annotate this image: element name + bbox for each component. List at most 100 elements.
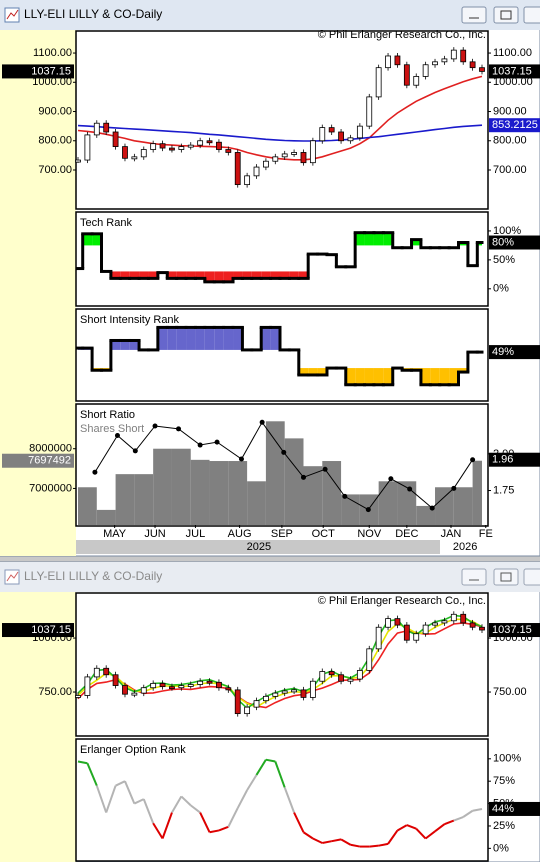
maximize-button[interactable] <box>493 6 519 24</box>
candle <box>263 160 269 168</box>
high-zone <box>82 233 93 246</box>
panel <box>75 211 489 307</box>
low-zone <box>167 271 177 279</box>
low-zone <box>110 271 121 279</box>
y-tick-label: 0% <box>493 283 509 295</box>
title-bar <box>0 0 540 30</box>
shares-short-bar <box>341 494 360 525</box>
rank-segment <box>218 825 229 832</box>
y-tick-label: 700.00 <box>38 164 72 176</box>
value-box <box>2 623 74 638</box>
panel <box>75 592 489 737</box>
short-ratio-dot <box>114 433 120 439</box>
candle <box>432 622 438 626</box>
candle <box>300 689 307 698</box>
close-button[interactable] <box>523 6 540 24</box>
rank-segment <box>86 762 98 787</box>
candle <box>225 149 232 153</box>
candle <box>272 156 279 162</box>
y-tick-label: 75% <box>493 775 515 787</box>
value-box-label: 7697492 <box>28 455 71 467</box>
high-zone <box>270 327 280 350</box>
candle <box>356 670 363 680</box>
short-ratio-dot <box>214 439 220 445</box>
low-zone <box>176 271 187 279</box>
candle <box>84 134 91 161</box>
high-zone <box>129 340 140 350</box>
title-bar <box>0 562 540 592</box>
y-tick-label: 8000000 <box>29 443 72 455</box>
rank-segment <box>171 795 183 814</box>
candle <box>150 143 157 150</box>
candle <box>366 648 373 671</box>
x-tick-label: NOV <box>357 528 382 540</box>
candle <box>403 64 410 86</box>
candle <box>460 613 467 624</box>
shares-short-bar <box>78 487 97 525</box>
rank-segment <box>406 824 417 830</box>
high-zone <box>223 327 234 350</box>
candle <box>159 143 166 149</box>
candle <box>197 680 204 685</box>
rank-segment <box>293 812 305 833</box>
rank-segment <box>472 807 483 812</box>
value-box <box>489 64 540 79</box>
minimize-button[interactable] <box>461 6 487 24</box>
short-ratio-dot <box>300 474 306 480</box>
shares-short-bar <box>209 461 229 525</box>
rank-segment <box>369 844 379 848</box>
rank-segment <box>161 812 173 839</box>
candle <box>422 64 429 77</box>
candle <box>281 153 288 158</box>
shares-short-bar <box>416 505 436 525</box>
candle <box>178 146 185 150</box>
y-tick-label: 900.00 <box>38 105 72 117</box>
y-tick-label: 1000.00 <box>493 76 533 88</box>
candle <box>300 152 307 164</box>
candle <box>375 626 382 650</box>
candle <box>84 676 91 696</box>
candle <box>394 55 401 66</box>
rank-segment <box>133 798 145 805</box>
x-tick-label: JUN <box>144 528 165 540</box>
shares-short-bar <box>378 481 398 525</box>
rank-segment <box>190 804 201 814</box>
legend-entry: Short Ratio <box>80 409 135 421</box>
low-zone <box>280 271 290 279</box>
low-zone <box>223 271 234 282</box>
short-ratio-dot <box>322 466 328 472</box>
candle <box>328 671 335 676</box>
short-ratio-dot <box>388 476 394 482</box>
minimize-button[interactable] <box>461 568 487 586</box>
x-tick-label: JAN <box>441 528 462 540</box>
rank-segment <box>302 831 314 840</box>
y-tick-label: 1000.00 <box>32 76 72 88</box>
candle <box>394 618 401 626</box>
close-button[interactable] <box>523 568 540 586</box>
low-zone <box>214 271 224 282</box>
y-tick-label: 1100.00 <box>493 47 532 59</box>
rank-segment <box>246 774 258 791</box>
maximize-glyph <box>500 10 512 20</box>
short-ratio-dot <box>470 457 476 463</box>
y-tick-label: 25% <box>493 820 515 832</box>
high-zone <box>110 340 121 350</box>
candle <box>244 706 251 715</box>
copyright: © Phil Erlanger Research Co., Inc. <box>318 29 486 41</box>
rank-segment <box>255 759 267 776</box>
short-ratio-dot <box>259 419 265 425</box>
rank-segment <box>115 780 126 787</box>
x-tick-label: SEP <box>271 528 293 540</box>
short-ratio-dot <box>429 505 435 511</box>
value-box-label: 1037.15 <box>31 624 71 636</box>
candle <box>479 626 485 631</box>
high-zone <box>214 327 224 350</box>
rank-segment <box>453 816 464 822</box>
short-ratio-dot <box>407 486 413 492</box>
low-zone <box>289 271 299 279</box>
x-tick-label: FE <box>479 528 493 540</box>
candle <box>122 146 128 159</box>
maximize-button[interactable] <box>493 568 519 586</box>
low-zone <box>261 271 271 279</box>
y-tick-label: 800.00 <box>38 135 72 147</box>
